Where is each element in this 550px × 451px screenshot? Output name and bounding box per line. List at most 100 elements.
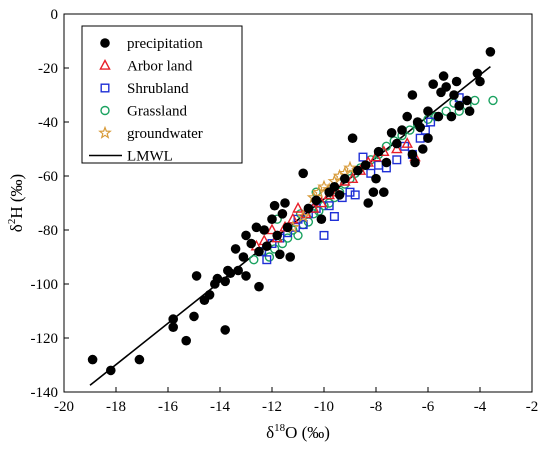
grassland-point [308,209,319,219]
precipitation-point [316,214,327,224]
legend-label-shrubland: Shrubland [127,81,189,97]
precipitation-point [254,281,264,292]
precipitation-point [386,128,397,138]
precipitation-point [262,241,272,251]
x-tick-label: -2 [526,399,539,415]
precipitation-point [433,111,444,122]
precipitation-point [381,157,392,168]
grassland-point [249,255,259,265]
legend-swatch-precipitation [100,38,110,48]
precipitation-point [407,90,418,100]
precipitation-point [204,290,215,300]
precipitation-point [246,238,256,249]
groundwater-point [296,209,311,223]
precipitation-point [423,133,433,143]
precipitation-point [280,198,290,208]
points-layer [87,47,498,376]
precipitation-point [181,335,191,346]
precipitation-point [340,173,350,184]
arbor-land-point [401,137,413,148]
legend-label-arbor-land: Arbor land [127,59,193,75]
y-tick-label: -120 [31,331,59,347]
precipitation-point [303,203,314,214]
legend: precipitation Arbor land Shrubland Grasslan… [81,25,243,165]
legend-swatch-shrubland [100,83,110,93]
y-tick-label: -80 [38,223,58,239]
x-axis-title: δ18O (‰) [266,422,330,442]
precipitation-point [285,252,296,262]
shrubland-point [262,255,272,265]
x-tick-label: -20 [54,399,74,415]
precipitation-point [212,273,223,284]
precipitation-point [371,173,381,184]
precipitation-point [415,122,426,133]
x-tick-label: -14 [210,399,230,415]
shrubland-point [392,155,402,165]
x-tick-label: -10 [314,399,334,415]
arbor-land-point [346,172,359,184]
grassland-point [441,106,451,116]
precipitation-point [106,365,116,376]
precipitation-point [254,246,264,257]
precipitation-point [402,111,413,122]
precipitation-point [475,76,485,87]
precipitation-point [87,354,98,365]
precipitation-point [267,214,277,224]
grassland-point [264,252,275,262]
precipitation-point [428,79,439,89]
x-tick-label: -6 [422,399,435,415]
precipitation-point [311,195,322,206]
precipitation-point [241,271,251,281]
legend-box [81,25,243,164]
precipitation-point [418,144,428,154]
precipitation-point [392,138,402,149]
groundwater-point [343,160,357,174]
precipitation-point [438,71,449,81]
y-axis-title-base: δ [7,224,26,232]
shrubland-point [426,117,436,127]
precipitation-point [407,149,418,160]
shrubland-point [319,230,329,240]
precipitation-point [397,125,407,135]
precipitation-point [168,314,178,324]
precipitation-point [282,222,293,233]
precipitation-point [347,133,358,143]
precipitation-point [134,354,145,365]
legend-label-precipitation: precipitation [127,36,203,52]
precipitation-point [241,230,251,241]
x-tick-label: -12 [262,399,282,415]
precipitation-point [277,209,288,219]
precipitation-point [230,244,241,254]
precipitation-point [251,222,262,233]
precipitation-point [334,190,345,200]
precipitation-point [238,252,249,262]
y-tick-label: 0 [51,7,59,23]
shrubland-point [374,160,384,170]
plot-frame [63,13,533,393]
precipitation-point [220,276,230,287]
precipitation-point [485,47,496,57]
precipitation-point [191,271,202,281]
grassland-point [277,238,288,249]
precipitation-point [441,82,452,92]
x-tick-label: -18 [106,399,126,415]
precipitation-point [373,146,384,157]
y-axis-title-sup: 2 [6,219,18,225]
precipitation-point [449,90,459,100]
precipitation-point [233,265,243,276]
arbor-land-point [266,223,278,235]
precipitation-point [410,157,420,168]
precipitation-point [168,322,178,333]
y-tick-label: -20 [38,61,58,77]
shrubland-point [350,190,360,200]
y-tick-label: -60 [38,169,58,185]
tick-labels: -20 -18 -16 -14 -12 -10 -8 -6 -4 -2 -140 -120 -100 -8… [31,7,539,415]
y-tick-label: -40 [38,115,58,131]
y-tick-label: -100 [31,277,59,293]
precipitation-point [454,101,465,111]
precipitation-point [272,230,283,241]
legend-label-lmwl: LMWL [127,149,173,165]
x-axis-title-base: δ [266,423,274,442]
precipitation-point [259,225,270,235]
